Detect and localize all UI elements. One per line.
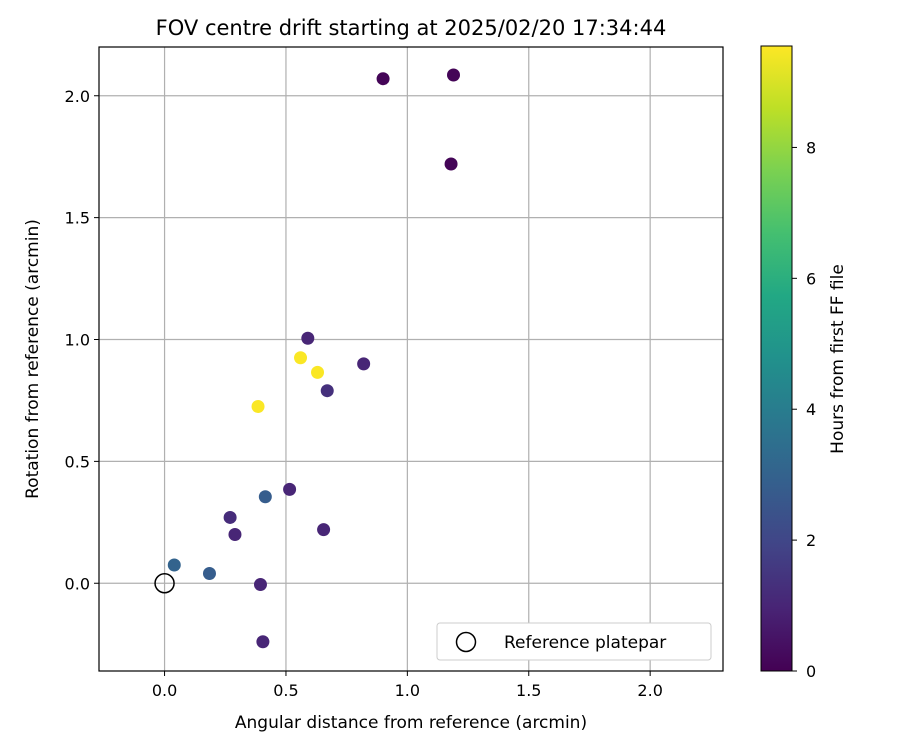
x-axis-ticks: 0.0 0.5 1.0 1.5 2.0 [152, 671, 663, 700]
plot-frame [98, 46, 724, 672]
colorbar-tick-label: 0 [806, 662, 816, 681]
scatter-point [256, 635, 270, 649]
scatter-point [283, 482, 297, 496]
scatter-point [228, 528, 242, 541]
grid-lines [99, 47, 723, 671]
scatter-point [294, 351, 308, 365]
legend-label-reference: Reference platepar [504, 633, 666, 653]
colorbar-gradient [760, 45, 793, 672]
colorbar-label: Hours from first FF file [828, 264, 848, 454]
scatter-point [202, 567, 216, 580]
x-tick-label: 0.0 [152, 681, 177, 700]
y-tick-label: 1.5 [65, 209, 90, 228]
scatter-point [251, 400, 265, 414]
y-tick-label: 1.0 [65, 331, 90, 350]
scatter-point [444, 157, 458, 171]
x-tick-label: 1.5 [516, 681, 541, 700]
scatter-point [357, 357, 371, 371]
colorbar-tick-label: 8 [806, 138, 816, 157]
chart-title: FOV centre drift starting at 2025/02/20 … [156, 16, 667, 40]
legend: Reference platepar [436, 622, 712, 661]
legend-box [436, 622, 712, 661]
colorbar-ticks: 0 2 4 6 8 [792, 138, 816, 681]
colorbar-tick-label: 4 [806, 400, 816, 419]
x-tick-label: 0.5 [273, 681, 298, 700]
scatter-point [258, 490, 272, 504]
y-axis-label: Rotation from reference (arcmin) [23, 219, 43, 499]
colorbar: 0 2 4 6 8 Hours from first FF file [760, 45, 848, 681]
x-tick-label: 2.0 [637, 681, 662, 700]
scatter-point [320, 384, 334, 398]
x-axis-label: Angular distance from reference (arcmin) [235, 713, 587, 733]
y-axis-ticks: 0.0 0.5 1.0 1.5 2.0 [65, 87, 99, 593]
scatter-point [223, 510, 237, 524]
legend-marker-reference [455, 631, 477, 653]
y-tick-label: 0.5 [65, 452, 90, 471]
x-tick-label: 1.0 [395, 681, 420, 700]
scatter-point [301, 331, 315, 345]
colorbar-tick-label: 6 [806, 269, 816, 288]
reference-point-marker [154, 573, 175, 594]
y-tick-label: 0.0 [65, 574, 90, 593]
scatter-point [317, 523, 331, 537]
colorbar-tick-label: 2 [806, 531, 816, 550]
scatter-point [167, 558, 181, 572]
scatter-point [311, 365, 325, 379]
data-points [167, 68, 460, 649]
scatter-point [376, 72, 390, 86]
y-tick-label: 2.0 [65, 87, 90, 106]
scatter-point [253, 577, 267, 591]
scatter-point [446, 68, 460, 82]
